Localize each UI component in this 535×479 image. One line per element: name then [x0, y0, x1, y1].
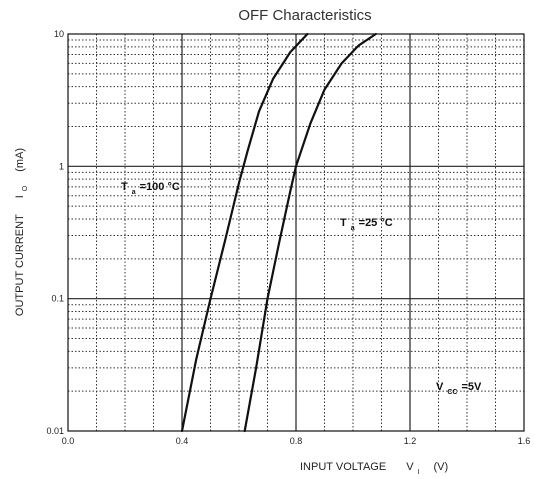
x-axis-unit: (V)	[433, 461, 448, 473]
x-tick-labels: 0.0 0.4 0.8 1.2 1.6	[62, 436, 531, 446]
x-tick-label: 1.6	[518, 436, 531, 446]
annotation-ta-25-subscript: a	[351, 225, 355, 232]
annotation-ta-25: T a =25 °C	[340, 213, 393, 234]
y-axis-title-main: OUTPUT CURRENT	[14, 214, 26, 316]
y-axis-title: OUTPUT CURRENT I O (mA)	[10, 148, 31, 316]
svg-text:OUTPUT CURRENT I O: OUTPUT CURRENT I O (mA)	[10, 148, 31, 316]
plot-frame	[67, 33, 525, 432]
y-tick-label: 0.01	[46, 426, 64, 436]
series-group	[180, 32, 377, 433]
annotation-vcc-subscript: CC	[447, 389, 457, 396]
annotation-ta-25-text: =25 °C	[359, 217, 393, 229]
annotation-ta-100-subscript: a	[132, 189, 136, 196]
x-tick-label: 0.4	[176, 436, 189, 446]
annotation-ta-100-symbol: T	[121, 181, 128, 193]
annotation-ta-100-text: =100 °C	[140, 181, 180, 193]
y-tick-label: 1	[59, 161, 64, 171]
annotation-ta-25-symbol: T	[340, 217, 347, 229]
series-line-ta-100	[180, 32, 309, 433]
x-tick-label: 0.8	[290, 436, 303, 446]
annotation-ta-100: T a =100 °C	[121, 177, 180, 198]
annotation-vcc-symbol: V	[436, 381, 444, 393]
y-axis-subscript: O	[22, 185, 29, 191]
series-line-ta-25	[243, 32, 377, 433]
annotation-vcc-text: =5V	[461, 381, 482, 393]
y-tick-labels: 0.01 0.1 1 10	[46, 29, 64, 436]
y-tick-label: 0.1	[51, 294, 64, 304]
chart-title: OFF Characteristics	[238, 7, 371, 24]
x-tick-label: 1.2	[404, 436, 417, 446]
annotation-vcc: V CC =5V	[436, 377, 482, 398]
y-axis-symbol: I	[14, 195, 26, 198]
y-axis-unit: (mA)	[14, 148, 26, 172]
x-axis-subscript: I	[418, 469, 420, 476]
x-axis-title: INPUT VOLTAGE V I (V)	[300, 457, 448, 478]
x-axis-title-main: INPUT VOLTAGE	[300, 461, 386, 473]
y-tick-label: 10	[54, 29, 64, 39]
x-tick-label: 0.0	[62, 436, 75, 446]
x-axis-symbol: V	[406, 461, 414, 473]
